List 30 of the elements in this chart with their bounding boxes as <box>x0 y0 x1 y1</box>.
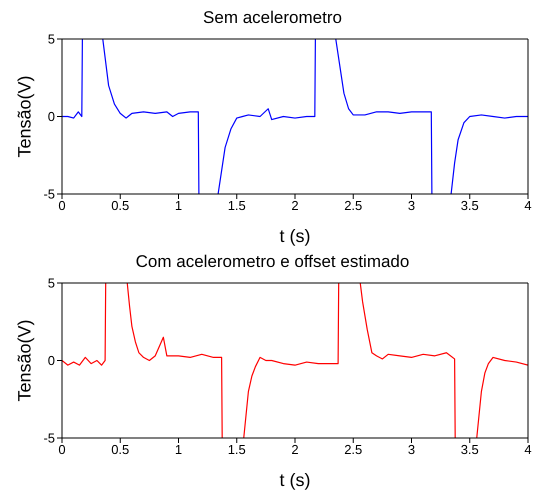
x-tick-label: 3.5 <box>460 442 479 458</box>
y-axis-title: Tensão(V) <box>14 75 34 158</box>
x-tick-label: 3.5 <box>460 198 479 214</box>
x-tick-label: 1 <box>174 442 182 458</box>
x-tick-label: 1.5 <box>228 442 246 458</box>
y-tick-label: -5 <box>43 430 55 446</box>
x-tick-label: 0.5 <box>111 198 130 214</box>
y-tick-label: 5 <box>48 32 55 47</box>
y-tick-label: -5 <box>43 186 55 202</box>
x-axis-title: t (s) <box>280 226 310 246</box>
x-tick-label: 1.5 <box>228 198 246 214</box>
x-tick-label: 0 <box>58 198 66 214</box>
x-tick-label: 2 <box>291 442 299 458</box>
y-tick-label: 0 <box>48 109 55 124</box>
y-tick-label: 0 <box>48 353 55 368</box>
x-tick-label: 2 <box>291 198 299 214</box>
x-tick-label: 4 <box>524 442 532 458</box>
x-tick-label: 2.5 <box>344 198 362 214</box>
y-axis-title: Tensão(V) <box>14 319 34 402</box>
chart-title: Com acelerometro e offset estimado <box>134 252 410 273</box>
x-tick-label: 4 <box>524 198 532 214</box>
y-tick-label: 5 <box>48 276 55 291</box>
x-tick-label: 0 <box>58 442 66 458</box>
chart-title: Sem acelerometro <box>202 8 343 29</box>
x-tick-label: 3 <box>408 442 416 458</box>
x-tick-label: 0.5 <box>111 442 130 458</box>
x-tick-label: 1 <box>174 198 182 214</box>
x-tick-label: 2.5 <box>344 442 362 458</box>
x-tick-label: 3 <box>408 198 416 214</box>
x-axis-title: t (s) <box>280 470 310 490</box>
